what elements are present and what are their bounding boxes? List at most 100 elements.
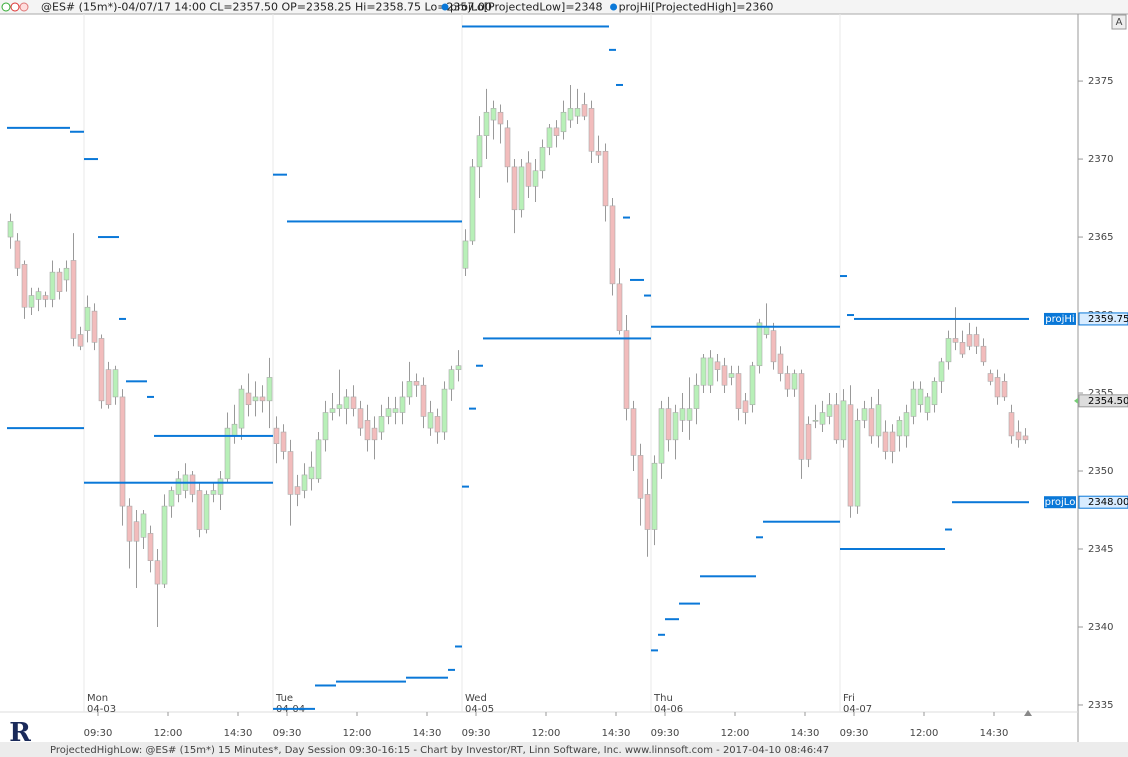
candle-body (637, 455, 644, 499)
candle-body (896, 420, 903, 437)
candle-body (987, 373, 994, 382)
candle-body (847, 404, 854, 507)
candle-body (28, 295, 35, 308)
candle-body (280, 431, 287, 452)
x-tick-label: 12:00 (154, 728, 183, 739)
y-tick-label: 2355 (1088, 388, 1113, 399)
price-label: 2354.50 (1088, 396, 1128, 407)
candle-body (763, 326, 770, 335)
candle-body (301, 474, 308, 491)
candle-body (511, 166, 518, 211)
candle-body (189, 474, 196, 495)
candle-body (455, 365, 462, 370)
icon[interactable] (10, 2, 20, 12)
price-arrow (1074, 397, 1078, 404)
candle-body (868, 408, 875, 437)
candle-body (735, 373, 742, 409)
y-tick-label: 2350 (1088, 466, 1113, 477)
day-label: Wed (465, 693, 487, 704)
x-tick-label: 09:30 (462, 728, 491, 739)
candle-body (693, 384, 700, 409)
candle-body (966, 334, 973, 347)
candle-body (7, 221, 14, 238)
candle-body (35, 291, 42, 300)
candle-body (266, 377, 273, 402)
legend-label: projHi[ProjectedHigh]=2360 (619, 1, 774, 14)
candle-body (889, 431, 896, 452)
series-projHi (7, 25, 1029, 437)
candle-body (833, 404, 840, 441)
candle-body (903, 412, 910, 437)
candle-body (21, 264, 28, 308)
series-value: 2359.75 (1088, 314, 1128, 325)
candle-body (154, 560, 161, 585)
candle-body (427, 412, 434, 429)
candle-body (357, 408, 364, 429)
candle-body (609, 205, 616, 285)
candle-body (917, 388, 924, 406)
candle-body (539, 147, 546, 172)
candle-body (294, 486, 301, 495)
series-projLo (7, 337, 1029, 710)
series-name: projHi (1045, 314, 1074, 325)
x-tick-label: 09:30 (273, 728, 302, 739)
candle-body (798, 373, 805, 460)
candle-body (749, 365, 756, 406)
y-tick-label: 2375 (1088, 76, 1113, 87)
candle-body (413, 381, 420, 386)
x-tick-label: 09:30 (84, 728, 113, 739)
icon[interactable] (1, 2, 11, 12)
candle-body (700, 357, 707, 386)
candle-body (133, 521, 140, 542)
candle-body (441, 388, 448, 433)
candles (7, 84, 1029, 627)
y-tick-label: 2365 (1088, 232, 1113, 243)
x-tick-label: 12:00 (343, 728, 372, 739)
candle-body (581, 104, 588, 117)
candle-body (672, 412, 679, 441)
candle-body (707, 357, 714, 386)
candle-body (98, 338, 105, 402)
series-name: projLo (1045, 497, 1076, 508)
legend-marker (441, 3, 449, 11)
candle-body (259, 396, 266, 402)
candle-body (392, 408, 399, 413)
candle-body (630, 408, 637, 456)
day-date: 04-03 (87, 704, 116, 715)
x-tick-label: 14:30 (602, 728, 631, 739)
candle-body (924, 396, 931, 413)
candle-body (756, 322, 763, 367)
scale-button-label[interactable]: A (1116, 17, 1123, 28)
scroll-marker[interactable] (1024, 710, 1032, 716)
candle-body (714, 361, 721, 370)
candle-body (217, 478, 224, 495)
day-label: Mon (87, 693, 108, 704)
candle-body (959, 342, 966, 355)
candle-body (518, 166, 525, 211)
candle-body (196, 490, 203, 530)
candle-body (938, 361, 945, 382)
candle-body (315, 439, 322, 480)
day-label: Thu (653, 693, 673, 704)
candle-body (70, 260, 77, 339)
x-tick-label: 12:00 (910, 728, 939, 739)
icon[interactable] (19, 2, 29, 12)
y-tick-label: 2345 (1088, 544, 1113, 555)
candle-body (364, 420, 371, 441)
scale-button[interactable] (1111, 14, 1127, 30)
candle-body (378, 416, 385, 433)
candle-body (322, 412, 329, 441)
candle-body (1008, 412, 1015, 437)
header-bar (0, 0, 1128, 14)
candle-body (147, 533, 154, 562)
logo: R (9, 718, 31, 748)
series-value-box (1078, 495, 1128, 509)
candle-body (826, 404, 833, 417)
candle-body (462, 240, 469, 269)
day-label: Fri (843, 693, 855, 704)
candle-body (784, 373, 791, 390)
footer-text: ProjectedHighLow: @ES# (15m*) 15 Minutes… (50, 745, 829, 756)
day-label: Tue (275, 693, 293, 704)
series-value: 2348.00 (1088, 497, 1128, 508)
series-name-box (1044, 496, 1076, 509)
